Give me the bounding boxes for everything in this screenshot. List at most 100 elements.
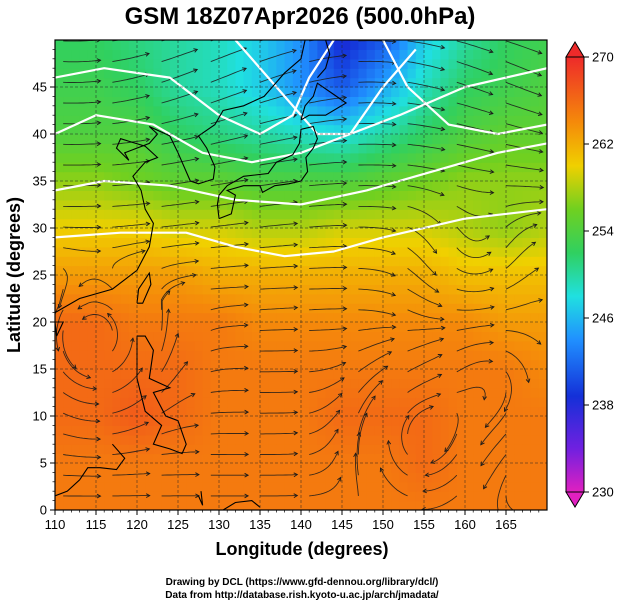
heat-cell [186, 58, 195, 69]
heat-cell [55, 322, 64, 332]
streamline [161, 309, 170, 352]
heat-cell [415, 124, 425, 135]
heat-cell [489, 500, 499, 510]
heat-cell [374, 256, 384, 267]
heat-cell [161, 350, 171, 361]
heat-cell [465, 58, 474, 69]
heat-cell [473, 397, 482, 408]
heat-cell [79, 58, 89, 69]
heat-cell [104, 425, 113, 436]
streamline-arrowhead [145, 94, 151, 99]
heat-cell [358, 331, 368, 342]
heat-cell [276, 218, 286, 229]
heat-cell [456, 378, 466, 389]
heat-cell [71, 378, 81, 389]
heat-cell [530, 115, 540, 126]
heat-cell [481, 265, 491, 276]
heat-cell [243, 500, 253, 510]
heat-cell [178, 265, 187, 276]
heat-cell [432, 378, 441, 389]
heat-cell [448, 218, 458, 229]
heat-cell [358, 322, 368, 332]
heat-cell [104, 143, 113, 154]
heat-cell [333, 96, 343, 107]
heat-cell [415, 228, 425, 238]
heat-cell [333, 331, 343, 342]
heat-cell [137, 40, 146, 50]
heat-cell [366, 115, 376, 126]
heat-cell [399, 134, 409, 144]
heat-cell [55, 96, 64, 107]
streamline-arrowhead [244, 493, 250, 499]
streamline [210, 67, 247, 83]
heat-cell [350, 444, 359, 455]
heat-cell [489, 463, 499, 473]
heat-cell [522, 387, 532, 398]
heat-cell [153, 256, 163, 267]
heat-cell [284, 359, 294, 370]
heat-cell [432, 134, 441, 144]
heat-cell [153, 481, 163, 492]
heat-cell [383, 481, 392, 492]
streamline [259, 222, 298, 228]
heat-cell [415, 87, 425, 97]
heat-cell [186, 331, 195, 342]
heat-cell [538, 124, 547, 135]
heat-cell [473, 406, 482, 417]
heat-cell [260, 49, 269, 60]
heat-cell [448, 406, 458, 417]
heat-cell [399, 237, 409, 248]
heat-cell [55, 87, 64, 97]
heat-cell [227, 40, 236, 50]
credit-line-2: Data from http://database.rish.kyoto-u.a… [165, 590, 439, 601]
heat-cell [169, 359, 179, 370]
streamline-arrowhead [244, 284, 249, 290]
heat-cell [514, 425, 523, 436]
heat-cell [104, 350, 113, 361]
heat-cell [235, 152, 245, 163]
heat-cell [120, 406, 130, 417]
heat-cell [87, 228, 97, 238]
heat-cell [276, 416, 286, 426]
streamline-arrowhead [422, 488, 427, 494]
heat-cell [325, 275, 335, 285]
heat-cell [79, 481, 89, 492]
heat-cell [358, 115, 368, 126]
heat-cell [145, 143, 154, 154]
heat-cell [465, 500, 474, 510]
heat-cell [415, 491, 425, 502]
heat-cell [522, 190, 532, 201]
heat-cell [506, 87, 515, 97]
heat-cell [145, 359, 154, 370]
heat-cell [96, 322, 105, 332]
heat-cell [333, 228, 343, 238]
heat-cell [309, 265, 318, 276]
heat-cell [456, 77, 466, 88]
heat-cell [530, 425, 540, 436]
heat-cell [96, 481, 105, 492]
heat-cell [120, 58, 130, 69]
streamline-arrowhead [180, 281, 186, 286]
heat-cell [210, 134, 220, 144]
heat-cell [317, 369, 327, 379]
heat-cell [202, 171, 212, 182]
heat-cell [424, 40, 433, 50]
heat-cell [440, 77, 450, 88]
heat-cell [276, 171, 286, 182]
heat-cell [415, 77, 425, 88]
heat-cell [260, 312, 269, 323]
heat-cell [342, 49, 351, 60]
heat-cell [202, 162, 212, 173]
heat-cell [137, 124, 146, 135]
streamline [63, 412, 100, 422]
heat-cell [325, 284, 335, 295]
heat-cell [530, 312, 540, 323]
heat-cell [317, 199, 327, 210]
streamline-arrowhead [437, 373, 443, 378]
heat-cell [276, 181, 286, 191]
x-tick-label: 150 [372, 517, 394, 532]
streamline-arrowhead [96, 141, 102, 147]
heat-cell [342, 265, 351, 276]
heat-cell [424, 77, 433, 88]
heat-cell [448, 58, 458, 69]
